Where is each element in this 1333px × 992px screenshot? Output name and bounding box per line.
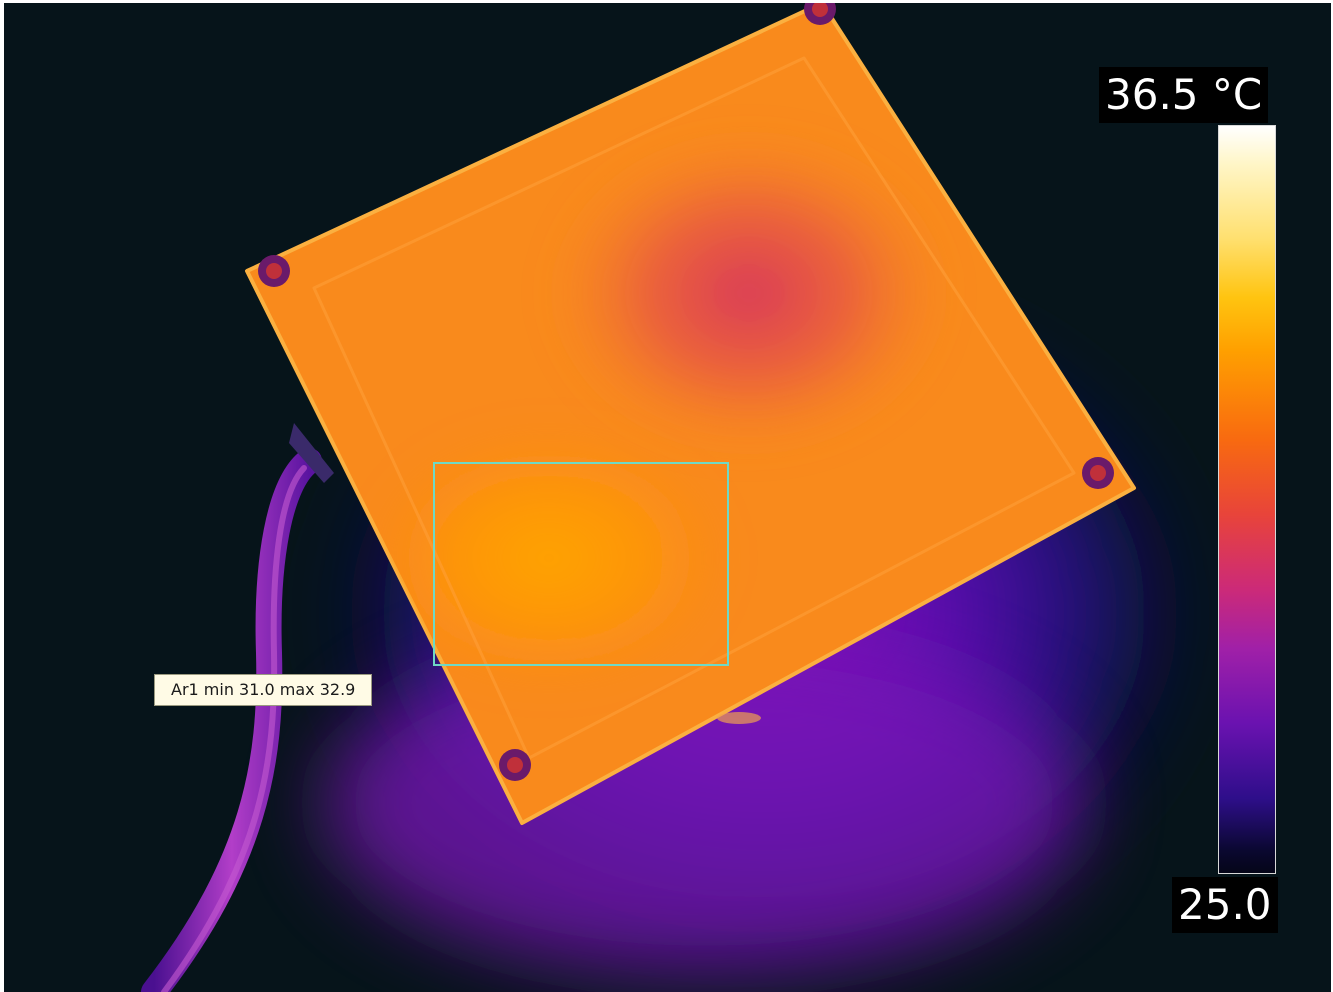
scale-min-label: 25.0	[1172, 877, 1278, 933]
screw-top-left	[258, 255, 290, 287]
roi-label: Ar1 min 31.0 max 32.9	[154, 674, 373, 706]
color-scale-bar	[1218, 125, 1276, 874]
scale-max-label: 36.5 °C	[1099, 67, 1269, 123]
thermal-scene	[141, 3, 1204, 992]
enclosure-plate	[245, 3, 1136, 825]
enclosure-side	[289, 423, 334, 483]
hot-zone	[369, 428, 729, 688]
screw-top	[804, 3, 836, 25]
lid-rim	[312, 56, 1076, 760]
thermal-image: Ar1 min 31.0 max 32.9 36.5 °C 25.0	[4, 3, 1331, 992]
screw-bottom	[499, 749, 531, 781]
connector	[717, 712, 761, 724]
cable	[141, 448, 322, 992]
screw-right	[1082, 457, 1114, 489]
cool-zone	[549, 133, 949, 453]
roi-box-ar1[interactable]	[433, 462, 729, 666]
